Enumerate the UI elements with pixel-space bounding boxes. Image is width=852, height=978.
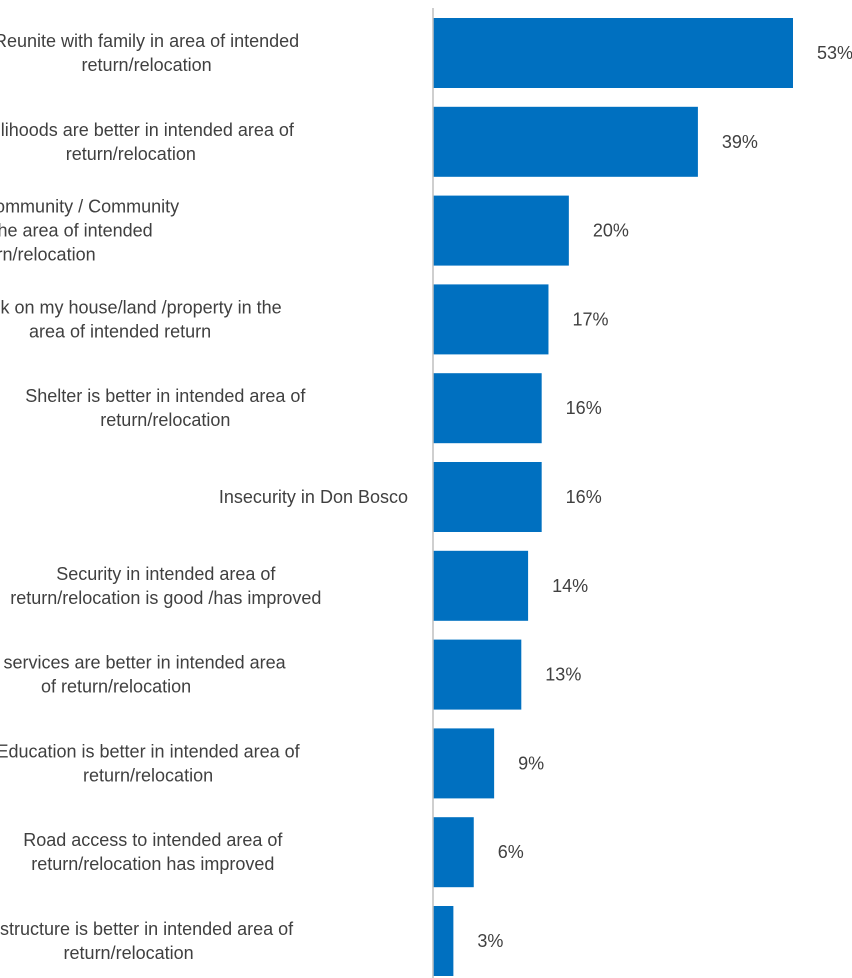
category-label-line: return/relocation	[0, 245, 96, 265]
bar-4	[433, 284, 549, 355]
category-label-line: support in the area of intended	[0, 221, 153, 241]
category-label-line: Education is better in intended area of	[0, 741, 301, 761]
category-label-11: Infrastructure is better in intended are…	[0, 919, 294, 963]
category-label-1: Reunite with family in area of intended r…	[0, 31, 299, 75]
bar-7	[433, 550, 529, 621]
value-label-9: 9%	[518, 753, 544, 773]
category-label-9: Education is better in intended area of r…	[0, 741, 301, 785]
bar-1	[433, 18, 793, 88]
category-label-line: return/relocation	[83, 765, 213, 785]
bars-group	[433, 18, 793, 976]
category-label-10: Road access to intended area of return/re…	[23, 830, 283, 874]
category-label-line: Check on my house/land /property in the	[0, 297, 282, 317]
category-labels-group: Reunite with family in area of intended r…	[0, 31, 408, 963]
category-label-line: Livelihoods are better in intended area …	[0, 120, 295, 140]
value-label-4: 17%	[572, 309, 608, 329]
value-label-8: 13%	[545, 665, 581, 685]
bar-11	[433, 906, 454, 976]
category-label-line: area of intended return	[29, 321, 211, 341]
category-label-line: Infrastructure is better in intended are…	[0, 919, 294, 939]
category-label-line: Health services are better in intended a…	[0, 653, 287, 673]
category-label-line: return/relocation	[66, 144, 196, 164]
value-label-6: 16%	[566, 487, 602, 507]
category-label-line: Road access to intended area of	[23, 830, 283, 850]
category-label-7: Security in intended area of return/reloc…	[10, 564, 321, 608]
bar-8	[433, 639, 522, 710]
value-label-10: 6%	[498, 842, 524, 862]
value-labels-group: 53% 39% 20% 17% 16% 16% 14% 13% 9% 6% 3%	[477, 43, 852, 951]
bar-9	[433, 728, 495, 799]
category-label-4: Check on my house/land /property in the a…	[0, 297, 282, 341]
category-label-5: Shelter is better in intended area of ret…	[25, 386, 306, 430]
category-label-line: Shelter is better in intended area of	[25, 386, 306, 406]
bar-10	[433, 817, 474, 888]
category-label-line: return/relocation	[64, 943, 194, 963]
bar-6	[433, 462, 542, 532]
bar-2	[433, 106, 698, 177]
category-label-line: return/relocation is good /has improved	[10, 588, 321, 608]
value-label-11: 3%	[477, 931, 503, 951]
category-label-8: Health services are better in intended a…	[0, 653, 287, 697]
category-label-line: Insecurity in Don Bosco	[219, 487, 408, 507]
bar-5	[433, 373, 542, 444]
value-label-7: 14%	[552, 576, 588, 596]
value-label-5: 16%	[566, 398, 602, 418]
category-label-line: return/relocation	[100, 410, 230, 430]
category-label-6: Insecurity in Don Bosco	[219, 487, 408, 507]
value-label-1: 53%	[817, 43, 852, 63]
value-label-3: 20%	[593, 221, 629, 241]
category-label-3: Reunite with community / Community suppor…	[0, 197, 179, 265]
category-label-line: return/relocation	[82, 55, 212, 75]
bar-3	[433, 195, 569, 266]
category-label-line: Reunite with family in area of intended	[0, 31, 299, 51]
category-label-line: of return/relocation	[41, 677, 191, 697]
value-label-2: 39%	[722, 132, 758, 152]
category-label-line: return/relocation has improved	[31, 854, 274, 874]
category-label-2: Livelihoods are better in intended area …	[0, 120, 295, 164]
category-label-line: Reunite with community / Community	[0, 197, 179, 217]
category-label-line: Security in intended area of	[56, 564, 276, 584]
